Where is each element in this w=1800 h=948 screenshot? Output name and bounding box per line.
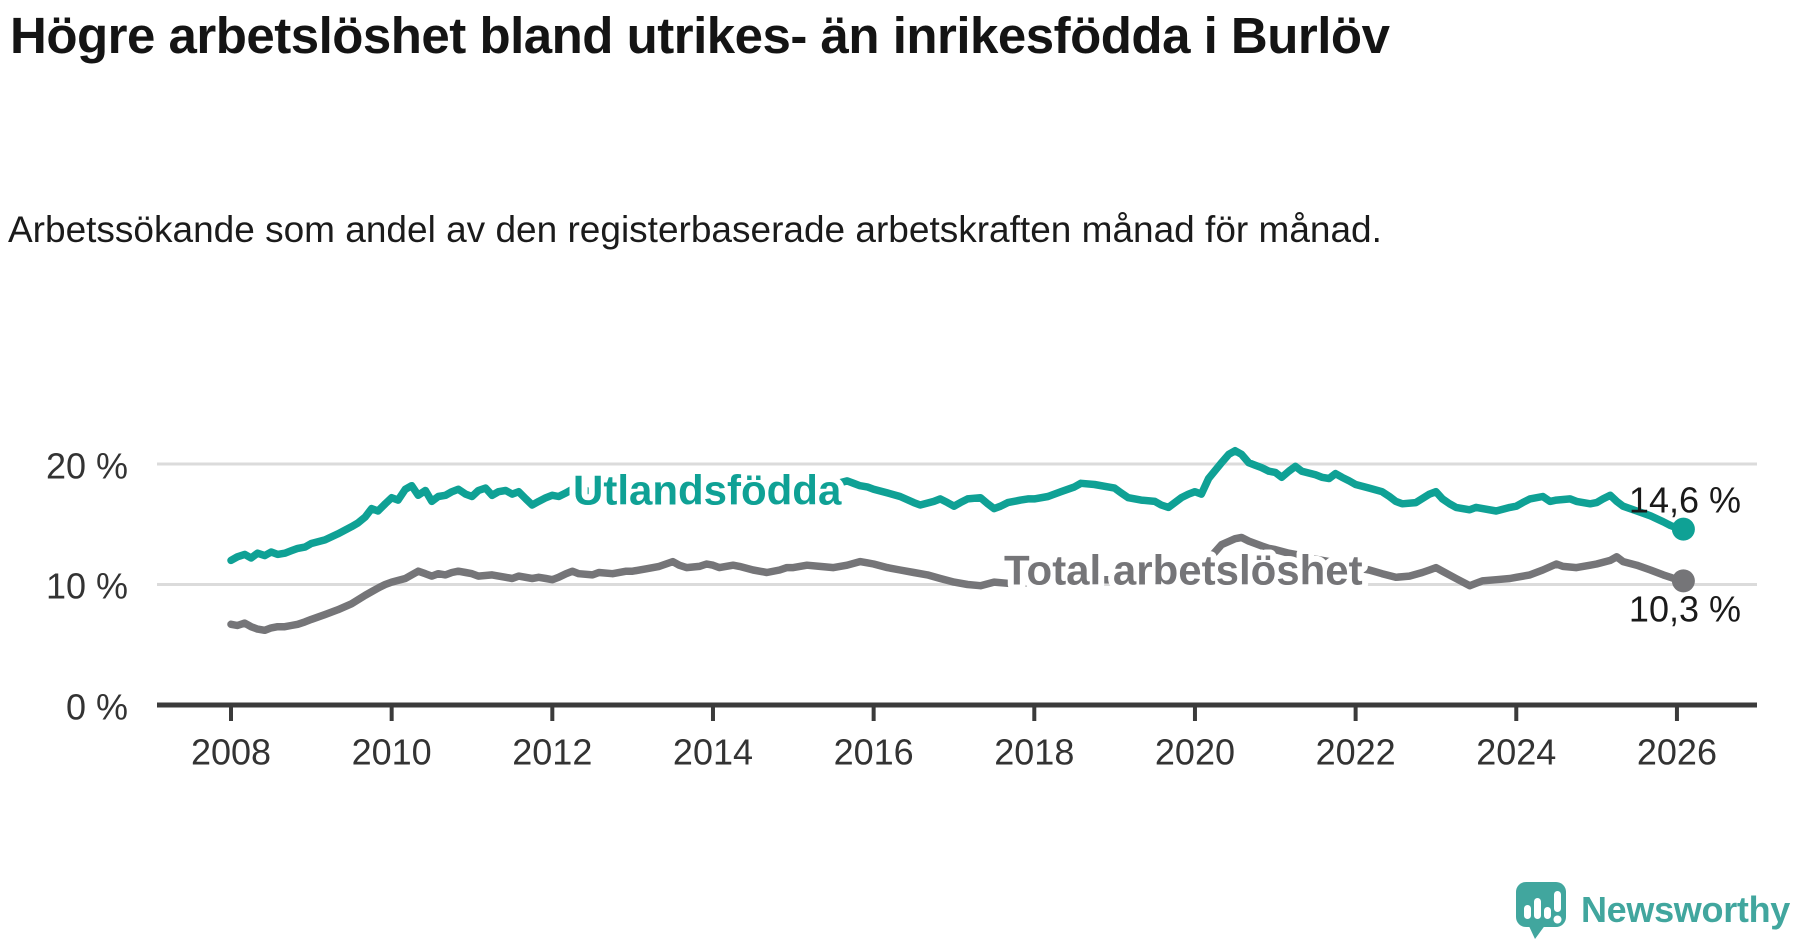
- chart-subtitle: Arbetssökande som andel av den registerb…: [8, 209, 1382, 250]
- page-title: Högre arbetslöshet bland utrikes- än inr…: [10, 7, 1390, 64]
- x-axis-label: 2012: [512, 732, 592, 773]
- series-label-utlandsfodda: Utlandsfödda: [573, 467, 842, 514]
- newsworthy-bubble-chart-icon: [1515, 882, 1566, 939]
- grid-and-axes: 20 % 10 % 0 %: [46, 446, 1757, 728]
- series-end-dots: [1671, 517, 1695, 593]
- series-lines: [227, 446, 1688, 635]
- newsworthy-logo: Newsworthy: [1513, 880, 1790, 940]
- end-value-label-total: 10,3 %: [1629, 589, 1741, 630]
- newsworthy-logo-text: Newsworthy: [1580, 889, 1790, 930]
- x-axis-label: 2018: [994, 732, 1074, 773]
- x-axis-label: 2008: [191, 732, 271, 773]
- x-axis-label: 2010: [352, 732, 432, 773]
- x-axis-label: 2016: [834, 732, 914, 773]
- x-axis-ticks: 2008 2010 2012 2014 2016 2018 2020 2022 2024 2026: [191, 705, 1717, 773]
- end-value-label-utlandsfodda: 14,6 %: [1629, 480, 1741, 521]
- x-axis-label: 2014: [673, 732, 753, 773]
- x-axis-label: 2024: [1476, 732, 1556, 773]
- series-label-total-arbetsloshet: Total arbetslöshet: [1004, 547, 1363, 594]
- series-line-1: [227, 533, 1688, 635]
- series-end-dot-1: [1671, 569, 1695, 593]
- y-axis-label-0: 0 %: [66, 687, 128, 728]
- x-axis-label: 2026: [1637, 732, 1717, 773]
- y-axis-label-10: 10 %: [46, 566, 128, 607]
- series-end-dot-0: [1671, 517, 1695, 541]
- y-axis-label-20: 20 %: [46, 446, 128, 487]
- series-line-0: [227, 446, 1688, 565]
- x-axis-label: 2020: [1155, 732, 1235, 773]
- x-axis-label: 2022: [1316, 732, 1396, 773]
